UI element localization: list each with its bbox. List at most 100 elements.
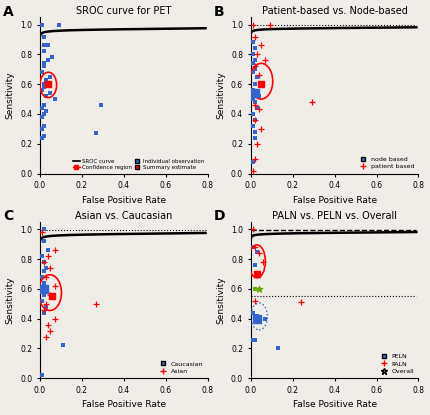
Point	[252, 117, 258, 123]
Point	[40, 310, 47, 316]
Point	[252, 117, 258, 123]
Point	[249, 111, 256, 117]
Point	[47, 90, 54, 96]
Point	[45, 253, 52, 259]
Point	[258, 125, 264, 132]
Point	[252, 102, 258, 108]
Point	[40, 60, 47, 67]
Point	[43, 93, 49, 100]
Point	[258, 81, 264, 88]
Point	[40, 133, 47, 139]
Point	[39, 298, 46, 304]
Point	[256, 250, 263, 256]
X-axis label: False Positive Rate: False Positive Rate	[82, 196, 166, 205]
Point	[260, 259, 267, 266]
Point	[252, 129, 258, 135]
Legend: node based, patient based: node based, patient based	[359, 155, 415, 171]
Point	[254, 105, 261, 111]
Point	[43, 107, 49, 114]
Point	[43, 286, 49, 292]
Point	[254, 271, 261, 277]
Point	[40, 238, 47, 244]
Point	[252, 336, 258, 343]
Point	[254, 312, 261, 319]
Point	[39, 253, 46, 259]
Point	[252, 286, 258, 292]
Point	[252, 298, 258, 304]
Point	[252, 244, 258, 251]
Point	[93, 130, 100, 137]
Text: D: D	[214, 210, 225, 223]
Point	[39, 114, 46, 120]
X-axis label: False Positive Rate: False Positive Rate	[82, 400, 166, 410]
Point	[39, 372, 46, 378]
Point	[40, 111, 47, 117]
Point	[249, 60, 256, 67]
Point	[40, 33, 47, 40]
Point	[254, 73, 261, 80]
Legend: Caucasian, Asian: Caucasian, Asian	[160, 360, 205, 375]
Point	[254, 248, 261, 255]
Point	[43, 273, 49, 280]
Point	[249, 310, 256, 316]
Point	[249, 69, 256, 76]
Point	[249, 226, 256, 233]
Point	[49, 54, 56, 61]
Point	[39, 273, 46, 280]
Text: B: B	[214, 5, 224, 19]
Point	[40, 268, 47, 274]
Point	[252, 155, 258, 162]
Point	[274, 345, 281, 352]
Title: Asian vs. Caucasian: Asian vs. Caucasian	[75, 211, 172, 221]
Y-axis label: Sensitivity: Sensitivity	[216, 276, 225, 324]
Point	[249, 158, 256, 165]
Y-axis label: Sensitivity: Sensitivity	[6, 276, 15, 324]
Point	[298, 299, 304, 305]
Point	[39, 229, 46, 236]
Point	[51, 283, 58, 289]
Legend: PELN, PALN, Overall: PELN, PALN, Overall	[380, 353, 415, 375]
Point	[252, 63, 258, 70]
Point	[43, 303, 49, 310]
Point	[45, 321, 52, 328]
Point	[51, 247, 58, 254]
Point	[39, 87, 46, 93]
Y-axis label: Sensitivity: Sensitivity	[216, 71, 225, 119]
Point	[51, 315, 58, 322]
Point	[43, 333, 49, 340]
Point	[252, 90, 258, 96]
Point	[97, 102, 104, 108]
Point	[45, 42, 52, 49]
Point	[55, 21, 62, 28]
Point	[249, 336, 256, 343]
Point	[254, 140, 261, 147]
Point	[249, 167, 256, 174]
Point	[40, 286, 47, 292]
X-axis label: False Positive Rate: False Positive Rate	[292, 400, 377, 410]
Point	[262, 315, 269, 322]
Point	[252, 81, 258, 88]
Point	[47, 292, 54, 298]
Title: PALN vs. PELN vs. Overall: PALN vs. PELN vs. Overall	[272, 211, 397, 221]
Point	[39, 105, 46, 111]
Point	[45, 81, 52, 88]
Point	[256, 106, 263, 113]
X-axis label: False Positive Rate: False Positive Rate	[292, 196, 377, 205]
Point	[40, 81, 47, 88]
Point	[40, 63, 47, 70]
Point	[49, 293, 56, 300]
Point	[40, 292, 47, 298]
Point	[252, 262, 258, 269]
Point	[249, 122, 256, 129]
Point	[43, 265, 49, 271]
Point	[249, 39, 256, 46]
Point	[40, 48, 47, 55]
Y-axis label: Sensitivity: Sensitivity	[6, 71, 15, 119]
Point	[43, 76, 49, 83]
Point	[39, 21, 46, 28]
Title: Patient-based vs. Node-based: Patient-based vs. Node-based	[261, 6, 408, 17]
Point	[258, 81, 264, 88]
Point	[40, 102, 47, 108]
Point	[256, 286, 263, 292]
Point	[249, 87, 256, 93]
